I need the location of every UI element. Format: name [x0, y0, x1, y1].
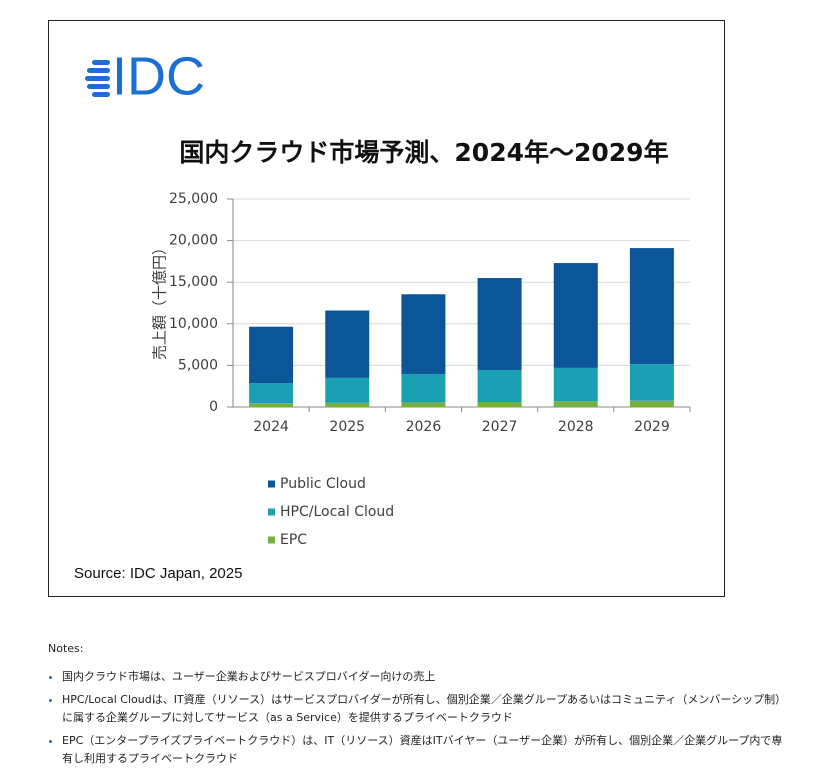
legend-swatch — [268, 508, 275, 516]
note-item: 国内クラウド市場は、ユーザー企業およびサービスプロバイダー向けの売上 — [62, 668, 788, 686]
bar-segment — [249, 403, 294, 407]
notes: Notes: 国内クラウド市場は、ユーザー企業およびサービスプロバイダー向けの売… — [48, 640, 788, 773]
x-tick-label: 2027 — [482, 419, 518, 435]
y-tick-label: 20,000 — [169, 233, 218, 249]
bar-segment — [629, 248, 674, 365]
legend-swatch — [268, 536, 275, 544]
notes-title: Notes: — [48, 642, 84, 655]
legend-label: EPC — [280, 532, 307, 548]
bar-segment — [629, 400, 674, 407]
bar-segment — [249, 383, 294, 404]
bar-segment — [553, 367, 598, 402]
chart: IDC 国内クラウド市場予測、2024年～2029年 売上額（十億円） Sour… — [48, 20, 725, 597]
source: Source: IDC Japan, 2025 — [74, 565, 242, 582]
note-item: HPC/Local Cloudは、IT資産（リソース）はサービスプロバイダーが所… — [62, 691, 788, 727]
bar-segment — [629, 364, 674, 401]
y-tick-label: 5,000 — [178, 357, 218, 373]
y-tick-label: 10,000 — [169, 316, 218, 332]
y-tick-label: 15,000 — [169, 274, 218, 290]
bar-segment — [401, 374, 446, 403]
legend-label: Public Cloud — [280, 476, 366, 492]
bar-segment — [325, 377, 370, 403]
bar-segment — [477, 402, 522, 407]
chart-frame — [48, 20, 725, 597]
bar-segment — [553, 401, 598, 407]
notes-list: 国内クラウド市場は、ユーザー企業およびサービスプロバイダー向けの売上 HPC/Lo… — [48, 668, 788, 768]
bar-segment — [477, 369, 522, 403]
bar-segment — [401, 294, 446, 375]
chart-title: 国内クラウド市場予測、2024年～2029年 — [179, 138, 668, 167]
bar-segment — [477, 278, 522, 370]
x-tick-label: 2028 — [558, 419, 594, 435]
bar-segment — [325, 310, 370, 378]
legend-label: HPC/Local Cloud — [280, 504, 394, 520]
x-tick-label: 2025 — [329, 419, 365, 435]
legend-swatch — [268, 480, 275, 488]
x-tick-label: 2026 — [406, 419, 442, 435]
bar-segment — [249, 326, 294, 384]
note-item: EPC（エンタープライズプライベートクラウド）は、IT（リソース）資産はITバイ… — [62, 732, 788, 768]
bar-segment — [325, 402, 370, 407]
logo-mark — [85, 60, 110, 97]
y-tick-label: 0 — [209, 399, 218, 415]
bar-segment — [553, 263, 598, 368]
x-tick-label: 2029 — [634, 419, 670, 435]
y-axis-label: 売上額（十億円） — [151, 240, 169, 360]
x-tick-label: 2024 — [253, 419, 289, 435]
logo-text: IDC — [112, 46, 205, 106]
y-tick-label: 25,000 — [169, 191, 218, 207]
bar-segment — [401, 402, 446, 407]
